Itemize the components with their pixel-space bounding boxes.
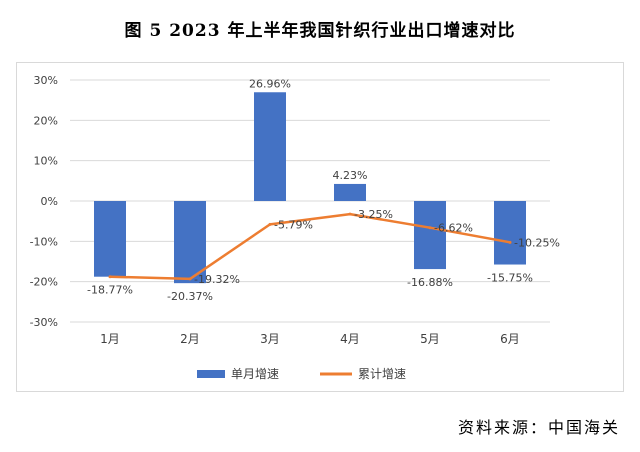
legend-label-line: 累计增速 — [358, 367, 406, 381]
y-tick-label: -10% — [30, 235, 58, 248]
bar — [174, 201, 206, 284]
bar — [494, 201, 526, 265]
bar-data-label: 26.96% — [249, 77, 291, 90]
line-data-label: -10.25% — [514, 236, 560, 249]
legend-label-bar: 单月增速 — [231, 367, 279, 381]
y-tick-label: 30% — [34, 74, 58, 87]
line-point — [508, 240, 512, 244]
bar — [414, 201, 446, 270]
bar-data-label: -15.75% — [487, 272, 533, 285]
y-tick-label: -30% — [30, 316, 58, 329]
line-data-label: -19.32% — [194, 273, 240, 286]
x-tick-label: 5月 — [420, 332, 440, 346]
y-tick-label: -20% — [30, 276, 58, 289]
bar-data-label: -18.77% — [87, 284, 133, 297]
x-tick-label: 3月 — [260, 332, 280, 346]
bar-data-label: 4.23% — [333, 169, 368, 182]
x-tick-label: 1月 — [100, 332, 120, 346]
line-point — [188, 277, 192, 281]
line-data-label: -6.62% — [434, 222, 473, 235]
line-point — [108, 275, 112, 279]
bar-data-label: -20.37% — [167, 290, 213, 303]
line-point — [268, 222, 272, 226]
series-line — [109, 212, 511, 281]
y-tick-label: 20% — [34, 114, 58, 127]
legend-swatch-bar — [197, 370, 225, 378]
source-note: 资料来源：中国海关 — [457, 418, 620, 437]
bar — [254, 92, 286, 201]
line-data-label: -5.79% — [274, 218, 313, 231]
x-tick-label: 4月 — [340, 332, 360, 346]
line-data-label: -3.25% — [354, 208, 393, 221]
bar — [94, 201, 126, 277]
bar-data-label: -16.88% — [407, 276, 453, 289]
y-tick-label: 0% — [41, 195, 58, 208]
line-point — [348, 212, 352, 216]
line-point — [428, 226, 432, 230]
x-tick-label: 2月 — [180, 332, 200, 346]
chart-frame — [16, 62, 624, 392]
chart-title: 图 5 2023 年上半年我国针织行业出口增速对比 — [124, 21, 516, 41]
bar — [334, 183, 366, 201]
y-tick-label: 10% — [34, 155, 58, 168]
x-tick-label: 6月 — [500, 332, 520, 346]
